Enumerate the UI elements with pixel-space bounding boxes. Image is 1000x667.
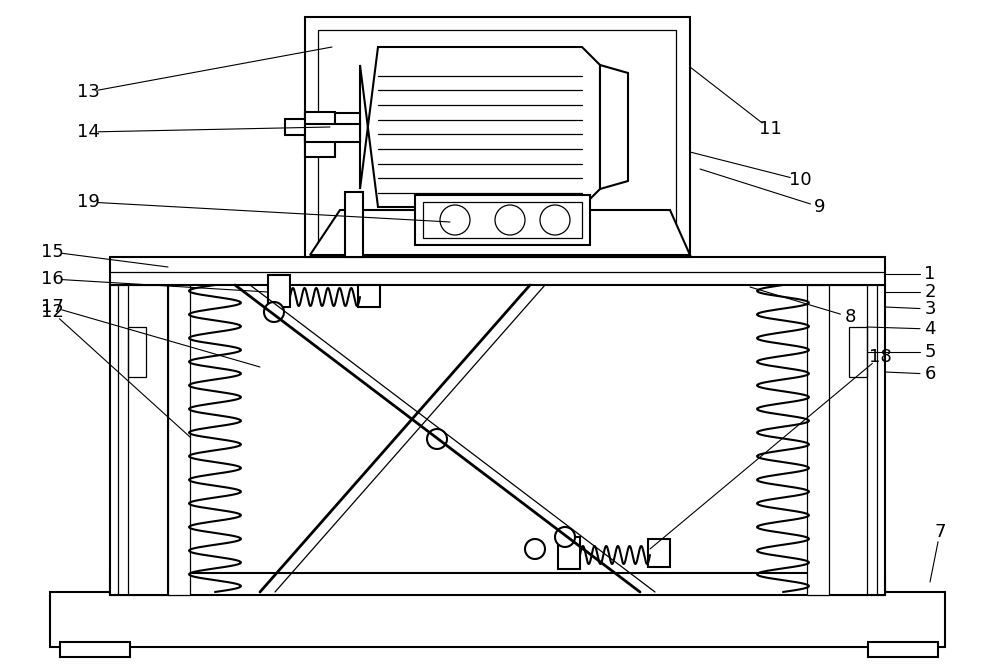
Text: 4: 4	[924, 320, 936, 338]
Text: 15: 15	[41, 243, 63, 261]
Text: 8: 8	[844, 308, 856, 326]
Bar	[318, 30, 676, 245]
Bar	[285, 119, 307, 135]
Text: 16: 16	[41, 270, 63, 288]
Text: 1: 1	[924, 265, 936, 283]
Text: 3: 3	[924, 300, 936, 318]
Text: 10: 10	[789, 171, 811, 189]
Bar	[807, 285, 829, 595]
Bar	[110, 285, 168, 595]
Text: 12: 12	[41, 303, 63, 321]
Bar	[110, 257, 885, 285]
Text: 17: 17	[41, 298, 63, 316]
Bar	[110, 573, 885, 595]
Circle shape	[440, 205, 470, 235]
Circle shape	[264, 302, 284, 322]
Bar	[345, 192, 363, 257]
Bar	[305, 112, 335, 157]
Text: 5: 5	[924, 343, 936, 361]
Text: 9: 9	[814, 198, 826, 216]
Bar	[305, 124, 360, 142]
Bar	[358, 285, 380, 307]
Bar	[305, 17, 690, 257]
Bar	[60, 642, 130, 657]
Text: 7: 7	[934, 523, 946, 541]
Text: 19: 19	[77, 193, 99, 211]
Circle shape	[495, 205, 525, 235]
Text: 14: 14	[77, 123, 99, 141]
Bar	[558, 537, 580, 569]
Bar	[648, 539, 670, 567]
Bar	[128, 327, 146, 377]
Bar	[827, 285, 885, 595]
Circle shape	[540, 205, 570, 235]
Polygon shape	[310, 210, 690, 255]
Text: 2: 2	[924, 283, 936, 301]
Bar	[423, 202, 582, 238]
Bar	[268, 275, 290, 307]
Circle shape	[525, 539, 545, 559]
Text: 11: 11	[759, 120, 781, 138]
Text: 18: 18	[869, 348, 891, 366]
Polygon shape	[360, 47, 600, 207]
Circle shape	[555, 527, 575, 547]
Circle shape	[427, 429, 447, 449]
Bar	[168, 285, 190, 595]
Bar	[868, 642, 938, 657]
Text: 13: 13	[77, 83, 99, 101]
Polygon shape	[600, 65, 628, 189]
Bar	[50, 592, 945, 647]
Bar	[849, 327, 867, 377]
Bar	[305, 113, 360, 141]
Text: 6: 6	[924, 365, 936, 383]
Bar	[415, 195, 590, 245]
